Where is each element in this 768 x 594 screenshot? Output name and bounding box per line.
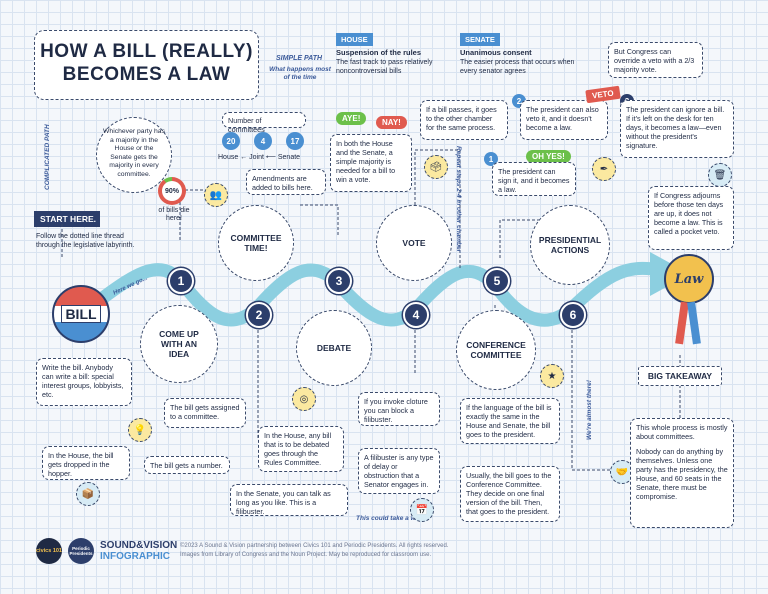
pen-icon: ✒: [592, 157, 616, 181]
vote-text-box: In both the House and the Senate, a simp…: [330, 134, 412, 192]
conference-text-box: Usually, the bill goes to the Conference…: [460, 466, 560, 522]
step-5-marker: 5: [484, 268, 510, 294]
takeaway-box: This whole process is mostly about commi…: [630, 418, 734, 528]
logo-2-text: Periodic Presidents: [69, 546, 93, 556]
committees-title: Number of committees: [222, 112, 306, 134]
committees-senate-count: 17: [286, 132, 304, 150]
brand-line-2: INFOGRAPHIC: [100, 551, 170, 562]
house-tag: HOUSE: [336, 33, 373, 46]
logo-1-text: civics 101: [36, 548, 62, 554]
house-label: House: [218, 154, 239, 161]
star-badge-icon: ★: [540, 364, 564, 388]
stat-donut: 90%: [158, 177, 186, 205]
bill-badge-label: BILL: [61, 305, 101, 323]
law-badge: Law: [664, 254, 714, 304]
senate-text: The easier process that occurs when ever…: [460, 59, 575, 75]
joint-label: Joint: [249, 154, 264, 161]
step-4-marker: 4: [403, 302, 429, 328]
committees-house-count: 20: [222, 132, 240, 150]
law-badge-label: Law: [674, 271, 704, 287]
calendar-icon: 📅: [410, 498, 434, 522]
simple-path-sub: What happens most of the time: [269, 66, 331, 81]
majority-box: Whichever party has a majority in the Ho…: [96, 117, 172, 193]
step-idea: COME UP WITH AN IDEA: [140, 305, 218, 383]
amendments-text: Amendments are added to bills here.: [252, 174, 313, 192]
people-icon: 👥: [204, 183, 228, 207]
ballot-box-icon: 🗳: [424, 155, 448, 179]
committees-joint-count: 4: [254, 132, 272, 150]
senate-label: Senate: [277, 154, 301, 161]
cloture-box: If you invoke cloture you can block a fi…: [358, 392, 440, 426]
committees-labels: House ← Joint ⟵ Senate: [218, 154, 301, 161]
step-vote: VOTE: [376, 205, 452, 281]
title-box: HOW A BILL (REALLY) BECOMES A LAW: [34, 30, 259, 100]
oh-yes-bubble: OH YES!: [526, 150, 571, 163]
rules-committee-box: In the House, any bill that is to be deb…: [258, 426, 344, 472]
stat-value: 90%: [162, 181, 182, 201]
title-line-2: BECOMES A LAW: [62, 64, 231, 85]
president-sign-box: The president can sign it, and it become…: [492, 162, 576, 196]
footer-credit-1: ©2023 A Sound & Vision partnership betwe…: [180, 543, 449, 549]
president-ignore-box: The president can ignore a bill. If it's…: [620, 100, 734, 158]
bill-badge: BILL: [52, 285, 110, 343]
step-3-marker: 3: [326, 268, 352, 294]
idea-bulb-icon: 💡: [128, 418, 152, 442]
step-1-marker: 1: [168, 268, 194, 294]
debate-target-icon: ◎: [292, 387, 316, 411]
stat-caption: of bills die here!: [158, 207, 190, 222]
start-here-banner: START HERE.: [34, 211, 100, 227]
takeaway-title-box: BIG TAKEAWAY: [638, 366, 722, 386]
title-line-1: HOW A BILL (REALLY): [40, 41, 253, 62]
other-chamber-box: If a bill passes, it goes to the other c…: [420, 100, 508, 140]
almost-there-label: We're almost there!: [586, 380, 593, 440]
takeaway-p1: This whole process is mostly about commi…: [636, 423, 728, 441]
trash-can-icon: 🗑: [708, 163, 732, 187]
brand-line-1: SOUND&VISION: [100, 540, 178, 551]
start-here-label: START HERE.: [40, 214, 97, 224]
civics-101-logo: civics 101: [36, 538, 62, 564]
write-bill-box: Write the bill. Anybody can write a bill…: [36, 358, 132, 406]
house-text: The fast track to pass relatively noncon…: [336, 59, 433, 75]
senate-heading: Unanimous consent: [460, 48, 532, 57]
repeat-steps-label: Repeat steps 2-4 in other chamber: [455, 146, 462, 253]
house-heading: Suspension of the rules: [336, 48, 422, 57]
step-committee: COMMITTEE TIME!: [218, 205, 294, 281]
start-here-text: Follow the dotted line thread through th…: [36, 233, 135, 249]
filibuster-box: A filibuster is any type of delay or obs…: [358, 448, 440, 494]
hopper-icon: 📦: [76, 482, 100, 506]
aye-bubble: AYE!: [336, 112, 367, 125]
step-6-marker: 6: [560, 302, 586, 328]
pocket-veto-text: If Congress adjourns before those ten da…: [654, 191, 724, 236]
periodic-presidents-logo: Periodic Presidents: [68, 538, 94, 564]
number-box: The bill gets a number.: [144, 456, 230, 474]
footer-credit-2: Images from Library of Congress and the …: [180, 552, 432, 558]
assigned-box: The bill gets assigned to a committee.: [164, 398, 246, 428]
simple-path-label: SIMPLE PATH: [276, 55, 323, 62]
amendments-box: Amendments are added to bills here.: [246, 169, 326, 195]
senate-talk-box: In the Senate, you can talk as long as y…: [230, 484, 348, 516]
pocket-veto-box: If Congress adjourns before those ten da…: [648, 186, 734, 250]
president-veto-box: The president can also veto it, and it d…: [520, 100, 608, 140]
step-conference: CONFERENCE COMMITTEE: [456, 310, 536, 390]
nay-bubble: NAY!: [376, 116, 407, 129]
takeaway-title: BIG TAKEAWAY: [647, 371, 713, 381]
step-2-marker: 2: [246, 302, 272, 328]
step-debate: DEBATE: [296, 310, 372, 386]
override-box: But Congress can override a veto with a …: [608, 42, 703, 78]
same-language-box: If the language of the bill is exactly t…: [460, 398, 560, 444]
senate-tag: SENATE: [460, 33, 500, 46]
step-presidential: PRESIDENTIAL ACTIONS: [530, 205, 610, 285]
take-while-label: This could take a while.: [356, 515, 429, 522]
takeaway-p2: Nobody can do anything by themselves. Un…: [636, 447, 728, 501]
hopper-box: In the House, the bill gets dropped in t…: [42, 446, 130, 480]
